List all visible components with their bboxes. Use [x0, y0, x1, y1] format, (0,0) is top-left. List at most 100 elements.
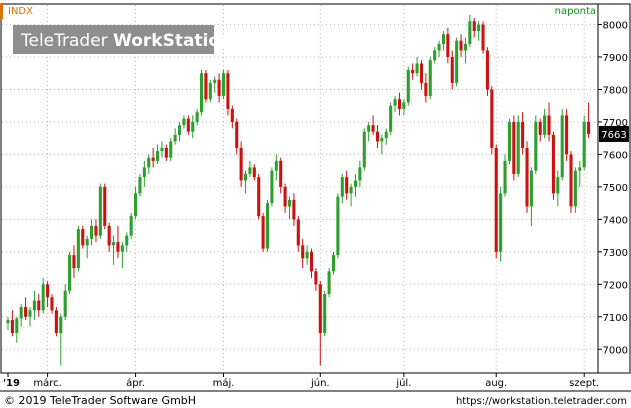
candle-body [485, 50, 489, 90]
candle [112, 235, 116, 265]
price-axis: 7000 7100 7200 7300 7400 7500 7600 7700 7800 7900… [598, 20, 628, 356]
watermark-brand: TeleTrader [20, 31, 108, 51]
candle-body [314, 271, 318, 285]
candle [301, 238, 305, 269]
time-axis: '19 márc. ápr. máj. jún. júl. aug. szept. [3, 373, 599, 389]
candle [411, 63, 415, 80]
candle [543, 108, 547, 139]
candle [199, 69, 204, 116]
candle [362, 128, 366, 171]
candle-body [287, 199, 292, 207]
candle-body [547, 115, 551, 135]
price-tick-label: 7700 [603, 118, 628, 129]
candle [116, 225, 120, 259]
candle-body [441, 34, 445, 44]
candle [314, 268, 318, 291]
candle [151, 147, 155, 168]
candle [85, 235, 89, 259]
candle [494, 144, 498, 259]
candle-body [468, 21, 472, 44]
candle-body [499, 193, 503, 252]
candle [120, 242, 124, 269]
candle [556, 170, 560, 207]
candle-body [199, 73, 204, 113]
candle-body [472, 21, 476, 31]
candle-body [525, 147, 529, 207]
time-tick-label: szept. [569, 378, 599, 389]
candle [521, 112, 525, 155]
candle [230, 105, 234, 129]
candle-body [59, 316, 63, 334]
candle [587, 102, 591, 139]
price-tick-label: 7900 [603, 53, 628, 64]
candle-body [41, 284, 45, 311]
candle [345, 170, 349, 200]
candle-body [147, 157, 151, 168]
price-tick-label: 8000 [603, 20, 628, 31]
candle-body [94, 225, 98, 236]
candle [160, 141, 164, 158]
candle-body [178, 125, 182, 135]
candle-body [265, 203, 270, 249]
candle [415, 56, 419, 77]
candle [287, 196, 292, 220]
candle [217, 73, 221, 103]
candle-body [81, 229, 85, 246]
candle [481, 21, 485, 54]
watermark-product: WorkStation [113, 31, 232, 51]
candle [274, 154, 278, 181]
candle [15, 316, 19, 343]
candle-body [582, 121, 586, 168]
candle-body [406, 69, 410, 103]
candle-body [63, 290, 67, 317]
candle [402, 99, 406, 116]
candle-body [164, 147, 168, 158]
candle-body [213, 79, 217, 83]
footer-url[interactable]: https://workstation.teletrader.com [456, 396, 627, 407]
candle-body [274, 160, 278, 171]
candle-body [142, 167, 146, 178]
candle-body [283, 186, 287, 207]
candle-body [331, 255, 336, 272]
candle [477, 21, 481, 41]
candle [32, 290, 36, 321]
candle [459, 34, 463, 57]
candle-body [569, 154, 573, 207]
candle [169, 138, 173, 161]
candle-body [76, 229, 80, 269]
candle-body [32, 300, 36, 311]
candle [142, 160, 146, 187]
candle-body [261, 216, 265, 249]
candle-body [182, 118, 186, 126]
watermark-logo: TeleTrader WorkStation [20, 31, 232, 51]
period-label[interactable]: naponta [555, 6, 596, 17]
candle-body [455, 40, 459, 83]
candle [156, 144, 160, 165]
candle-body [72, 255, 76, 269]
candle [178, 121, 182, 142]
candle [331, 251, 336, 275]
candle-body [367, 125, 371, 132]
candle [538, 118, 542, 142]
price-tick-label: 7600 [603, 150, 628, 161]
candle-body [257, 177, 261, 217]
candle-body [112, 242, 116, 246]
candle-body [424, 82, 428, 96]
candle-body [534, 121, 538, 171]
candle [134, 186, 138, 220]
price-tick-label: 7000 [603, 345, 628, 356]
candle [463, 37, 467, 64]
candle [182, 115, 186, 129]
candle [296, 216, 300, 252]
candle [534, 115, 538, 174]
candle [235, 118, 239, 155]
candle-body [305, 251, 309, 259]
candle-body [318, 284, 322, 334]
candle-body [6, 320, 10, 324]
candle-body [587, 121, 591, 134]
time-tick-label: máj. [213, 377, 235, 389]
candle-body [301, 245, 305, 259]
candle [164, 144, 168, 161]
